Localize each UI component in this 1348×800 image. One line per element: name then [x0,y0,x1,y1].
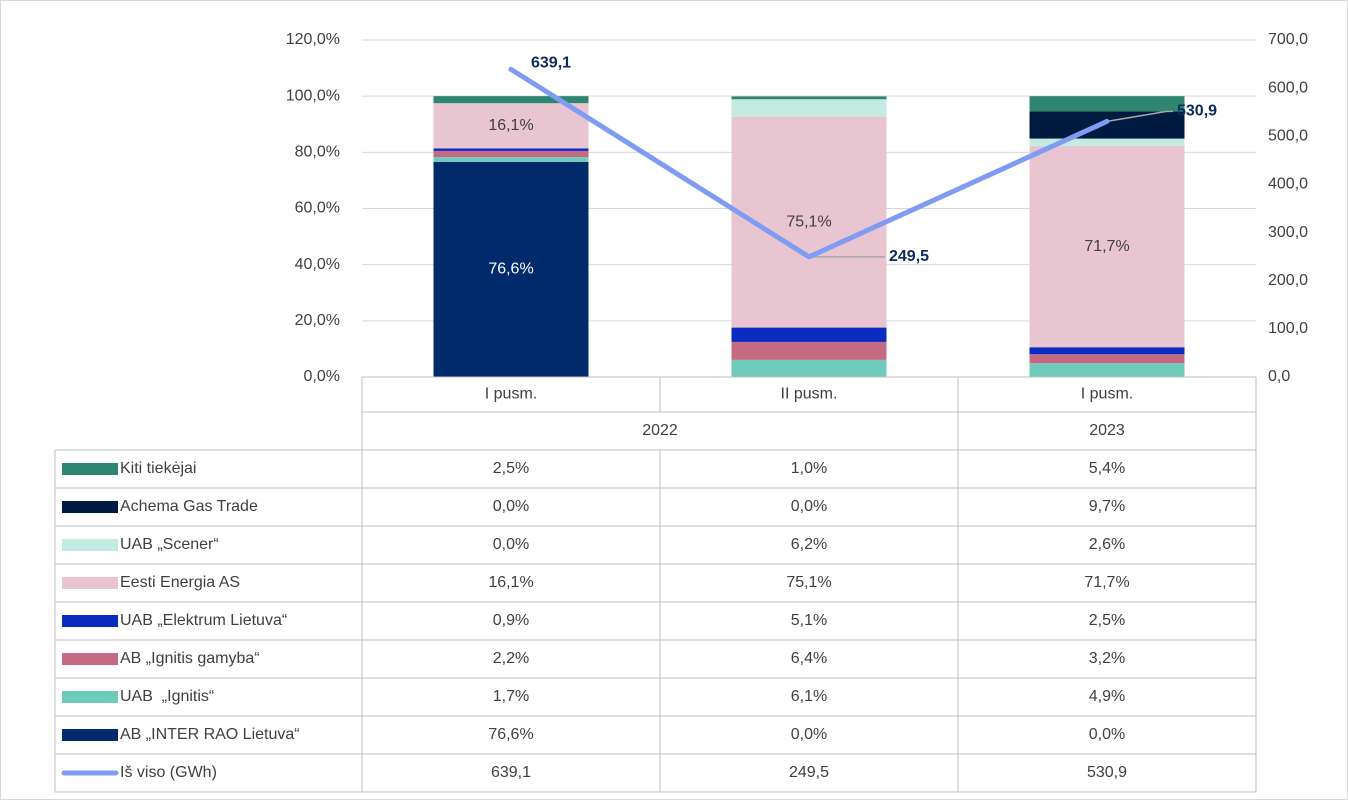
table-cell: 76,6% [488,726,533,743]
data-label: 71,7% [1084,238,1129,255]
x-tick-label: I pusm. [1081,386,1133,403]
legend-label: Kiti tiekėjai [120,460,196,477]
y2-tick-label: 100,0 [1268,320,1308,337]
legend-label: UAB „Elektrum Lietuva“ [120,612,287,629]
data-label: 16,1% [488,117,533,134]
leader-line [1106,110,1173,123]
table-cell: 0,0% [1089,726,1125,743]
bar-segment [731,341,887,360]
bar-segment [433,150,589,158]
bar-segment [433,96,589,104]
table-cell: 2,5% [493,460,529,477]
table-cell: 0,0% [493,536,529,553]
line-data-label: 249,5 [889,248,929,265]
x-tick-label: II pusm. [781,386,838,403]
bar-segment [1029,96,1185,112]
group-label: 2023 [1089,422,1125,439]
table-cell: 9,7% [1089,498,1125,515]
legend-label: Iš viso (GWh) [120,764,217,781]
table-cell: 16,1% [488,574,533,591]
bar-segment [1029,138,1185,146]
y-tick-label: 80,0% [295,144,340,161]
y-tick-label: 0,0% [304,368,340,385]
bar-segment [433,157,589,162]
table-cell: 530,9 [1087,764,1127,781]
bar-segment [1029,111,1185,139]
legend-key [62,691,118,703]
legend-key [62,615,118,627]
y-tick-label: 120,0% [286,31,340,48]
line-series [508,66,1110,260]
table-cell: 1,7% [493,688,529,705]
bar-segment [1029,145,1185,348]
y2-tick-label: 700,0 [1268,31,1308,48]
y2-tick-label: 400,0 [1268,176,1308,193]
table-cell: 639,1 [491,764,531,781]
legend-key [62,577,118,589]
bar-segment [731,96,887,100]
group-label: 2022 [642,422,678,439]
legend-label: AB „Ignitis gamyba“ [120,650,260,667]
bar-segment [731,327,887,342]
legend-label: Achema Gas Trade [120,498,258,515]
table-cell: 2,2% [493,650,529,667]
legend-label: UAB „Ignitis“ [120,688,214,705]
table-cell: 5,1% [791,612,827,629]
bar-segment [731,359,887,377]
table-cell: 3,2% [1089,650,1125,667]
data-label: 76,6% [488,261,533,278]
table-cell: 0,9% [493,612,529,629]
table-cell: 6,2% [791,536,827,553]
legend-key [62,501,118,513]
line-data-label: 530,9 [1177,103,1217,120]
legend-key [62,463,118,475]
table-cell: 5,4% [1089,460,1125,477]
y2-tick-label: 200,0 [1268,272,1308,289]
data-label: 75,1% [786,213,831,230]
legend-key [62,729,118,741]
y-tick-label: 40,0% [295,256,340,273]
y2-tick-label: 0,0 [1268,368,1290,385]
table-cell: 75,1% [786,574,831,591]
table-cell: 6,1% [791,688,827,705]
bar-segment [433,103,589,149]
table-cell: 2,5% [1089,612,1125,629]
table-cell: 1,0% [791,460,827,477]
table-cell: 0,0% [791,726,827,743]
table-cell: 0,0% [493,498,529,515]
y-tick-label: 100,0% [286,87,340,104]
y-tick-label: 20,0% [295,312,340,329]
table-cell: 249,5 [789,764,829,781]
bar-segment [433,161,589,377]
bar-segment [731,99,887,117]
table-cell: 2,6% [1089,536,1125,553]
bar-segment [1029,347,1185,355]
y2-tick-label: 300,0 [1268,224,1308,241]
table-cell: 71,7% [1084,574,1129,591]
bar-segment [1029,363,1185,377]
legend-key [62,539,118,551]
bar-segment [1029,354,1185,364]
y2-tick-label: 600,0 [1268,79,1308,96]
legend-label: UAB „Scener“ [120,536,219,553]
legend-label: Eesti Energia AS [120,574,240,591]
table-cell: 4,9% [1089,688,1125,705]
table-cell: 6,4% [791,650,827,667]
legend-key [62,653,118,665]
x-tick-label: I pusm. [485,386,537,403]
bar-segment [433,148,589,151]
y-tick-label: 60,0% [295,200,340,217]
legend-label: AB „INTER RAO Lietuva“ [120,726,300,743]
table-cell: 0,0% [791,498,827,515]
y2-tick-label: 500,0 [1268,128,1308,145]
line-data-label: 639,1 [531,55,571,72]
